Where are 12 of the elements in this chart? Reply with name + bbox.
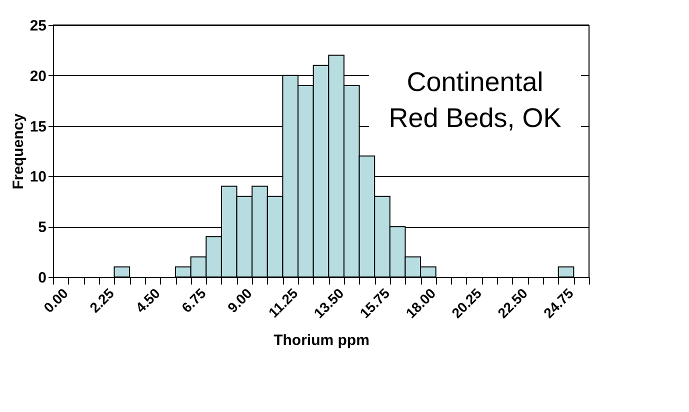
y-tick-label: 0 [38, 270, 46, 286]
x-tick-label: 4.50 [132, 284, 164, 316]
y-tick-label: 25 [30, 18, 46, 34]
x-axis-title: Thorium ppm [274, 332, 370, 350]
y-tick-label: 5 [38, 219, 46, 236]
x-tick-label: 9.00 [224, 284, 255, 316]
y-tick-label: 20 [30, 68, 46, 85]
annotation: Continental Red Beds, OK [388, 67, 562, 133]
x-tick-label: 0.00 [40, 284, 72, 316]
y-tick-label: 10 [30, 168, 46, 186]
y-axis-title: Frequency [10, 112, 27, 190]
y-tick-label: 15 [30, 118, 46, 136]
